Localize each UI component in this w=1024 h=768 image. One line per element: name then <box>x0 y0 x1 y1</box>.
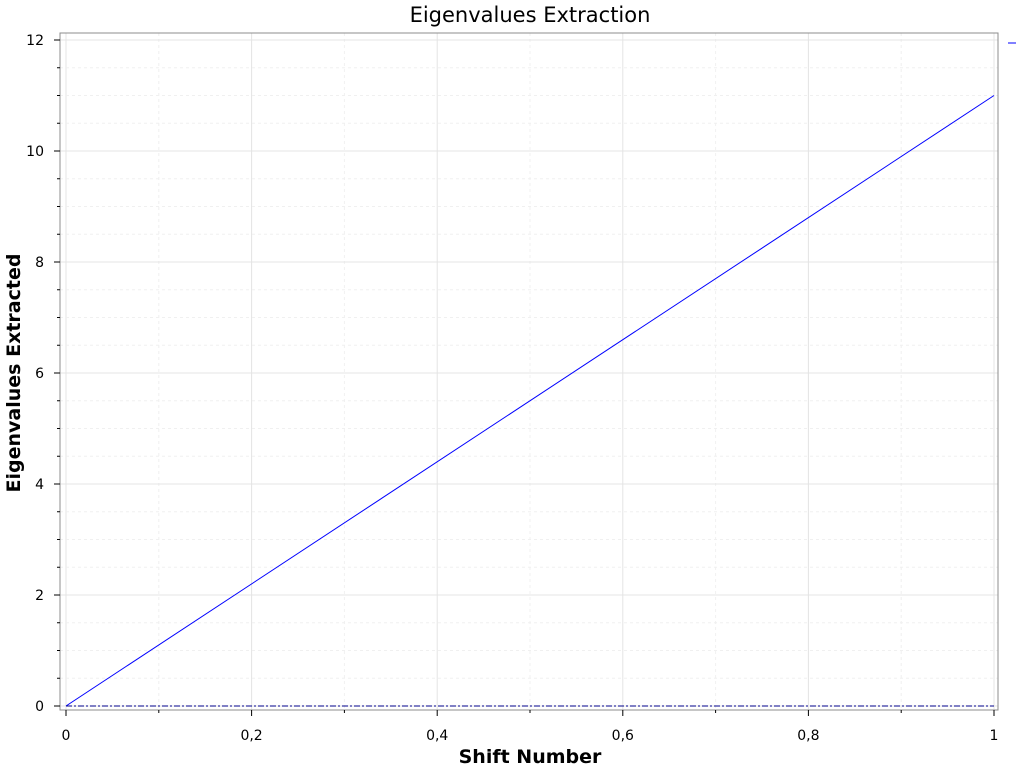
y-axis-ticks: 0 2 4 6 8 10 12 <box>26 33 60 715</box>
y-tick-label: 2 <box>35 588 44 604</box>
y-tick-label: 4 <box>35 477 44 493</box>
y-tick-label: 12 <box>26 33 44 49</box>
x-tick-label: 0,6 <box>612 728 634 744</box>
x-tick-label: 0 <box>62 728 71 744</box>
y-tick-label: 8 <box>35 255 44 271</box>
series-layer <box>65 95 995 707</box>
grid <box>60 33 998 710</box>
x-axis-ticks: 0 0,2 0,4 0,6 0,8 1 <box>62 710 999 744</box>
x-tick-label: 0,2 <box>240 728 262 744</box>
chart-title: Eigenvalues Extraction <box>410 3 651 27</box>
x-tick-label: 0,8 <box>797 728 819 744</box>
series-line-eigenvalues <box>65 95 995 707</box>
x-axis-label: Shift Number <box>459 746 602 768</box>
y-tick-label: 10 <box>26 144 44 160</box>
y-tick-label: 0 <box>35 699 44 715</box>
y-tick-label: 6 <box>35 366 44 382</box>
plot-frame <box>59 32 999 711</box>
y-axis-label: Eigenvalues Extracted <box>3 254 25 493</box>
x-tick-label: 0,4 <box>426 728 448 744</box>
x-tick-label: 1 <box>990 728 999 744</box>
